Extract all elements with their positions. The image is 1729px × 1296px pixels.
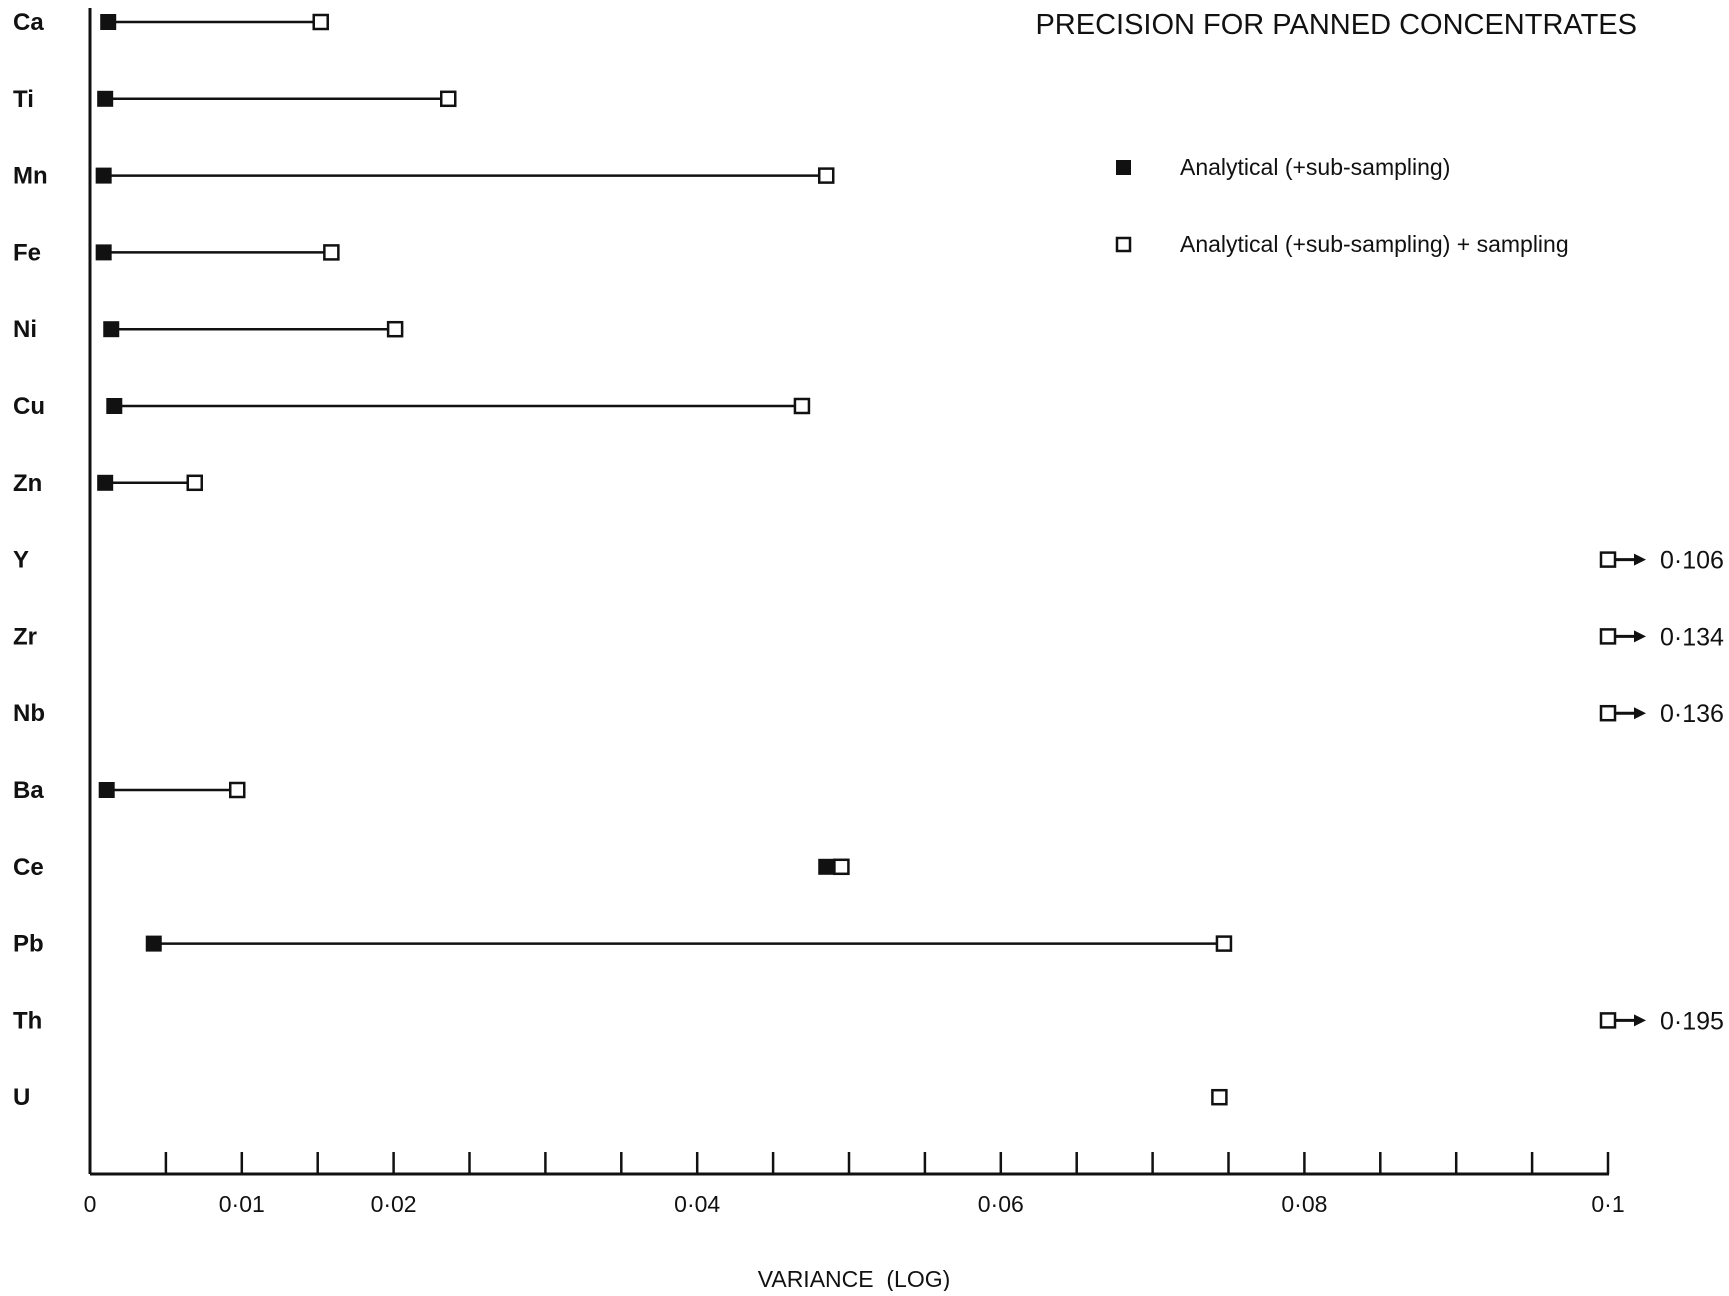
x-tick-label-0-04: 0·04 (674, 1191, 720, 1217)
off-scale-arrow-head-th (1634, 1014, 1646, 1027)
off-scale-value-label-nb: 0·136 (1660, 700, 1724, 728)
open-square-marker-ni (386, 320, 404, 338)
open-square-marker-nb (1599, 704, 1617, 722)
open-square-marker-y (1599, 551, 1617, 568)
category-label-fe: Fe (13, 239, 41, 266)
off-scale-arrow-head-y (1634, 553, 1646, 566)
filled-square-marker-ba (98, 782, 115, 798)
off-scale-value-label-zr: 0·134 (1660, 623, 1724, 651)
legend-open-square-marker (1115, 236, 1132, 253)
category-label-ti: Ti (13, 86, 34, 113)
legend: Analytical (+sub-sampling) Analytical (+… (1115, 154, 1569, 257)
open-square-marker-ca (312, 13, 329, 31)
range-lines-layer (103, 20, 1224, 945)
category-label-nb: Nb (13, 700, 45, 727)
off-scale-arrow-head-nb (1634, 707, 1646, 720)
filled-square-marker-ni (103, 321, 120, 338)
filled-square-marker-fe (95, 244, 112, 261)
category-label-ba: Ba (13, 777, 44, 804)
open-square-marker-pb (1215, 935, 1233, 952)
x-tick-label-0-1: 0·1 (1591, 1191, 1624, 1217)
filled-square-marker-ce (818, 858, 835, 875)
open-square-marker-mn (817, 167, 835, 184)
open-square-marker-ba (228, 781, 246, 799)
open-square-marker-zn (186, 474, 203, 492)
filled-square-marker-mn (95, 167, 112, 184)
x-tick-label-0: 0 (84, 1191, 97, 1217)
x-axis-title: VARIANCE (LOG) (758, 1266, 951, 1291)
legend-filled-square-marker (1116, 160, 1131, 175)
axes-layer (88, 8, 1610, 1176)
legend-label-analytical: Analytical (+sub-sampling) (1180, 154, 1450, 180)
markers-layer (95, 13, 1646, 1106)
legend-label-analytical-sampling: Analytical (+sub-sampling) + sampling (1180, 231, 1569, 257)
x-tick-label-0-02: 0·02 (371, 1191, 417, 1217)
category-label-ca: Ca (13, 9, 44, 36)
filled-square-marker-ti (97, 90, 114, 107)
open-square-marker-fe (323, 244, 340, 261)
x-tick-label-0-06: 0·06 (978, 1191, 1024, 1217)
category-label-zn: Zn (13, 470, 42, 497)
open-square-marker-ce (833, 858, 850, 876)
category-label-u: U (13, 1084, 30, 1111)
category-label-pb: Pb (13, 931, 44, 958)
labels-layer: 0 0·01 0·02 0·04 0·06 0·08 0·1 Ca Ti Mn Fe Ni Cu Zn Y Z… (13, 9, 1724, 1217)
off-scale-value-label-y: 0·106 (1660, 547, 1724, 575)
chart-title: PRECISION FOR PANNED CONCENTRATES (1035, 9, 1637, 41)
off-scale-value-label-th: 0·195 (1660, 1007, 1724, 1035)
filled-square-marker-cu (106, 398, 123, 414)
category-label-mn: Mn (13, 163, 48, 190)
category-label-y: Y (13, 547, 29, 574)
open-square-marker-th (1599, 1012, 1617, 1029)
category-label-ni: Ni (13, 316, 37, 343)
open-square-marker-u (1211, 1088, 1228, 1106)
open-square-marker-ti (439, 90, 457, 108)
category-label-zr: Zr (13, 623, 37, 650)
category-label-th: Th (13, 1007, 42, 1034)
x-tick-label-0-08: 0·08 (1281, 1191, 1327, 1217)
open-square-marker-cu (793, 397, 811, 415)
category-label-cu: Cu (13, 393, 45, 420)
open-square-marker-zr (1599, 628, 1617, 645)
category-label-ce: Ce (13, 854, 44, 881)
filled-square-marker-ca (100, 14, 117, 30)
filled-square-marker-pb (145, 935, 162, 952)
off-scale-arrow-head-zr (1634, 630, 1646, 643)
x-tick-label-0-01: 0·01 (219, 1191, 265, 1217)
filled-square-marker-zn (97, 474, 114, 491)
